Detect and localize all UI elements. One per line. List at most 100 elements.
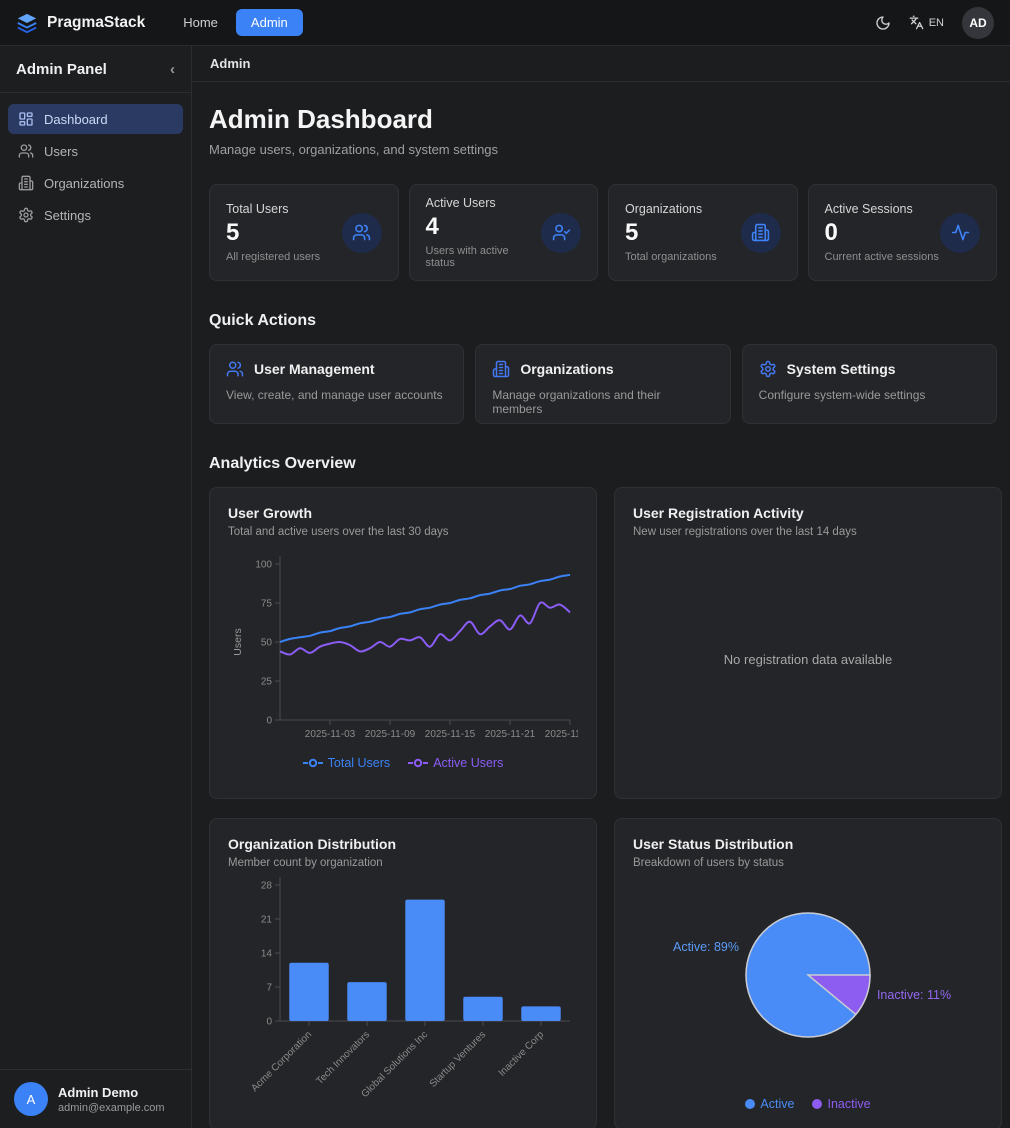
sidebar-item-label: Users bbox=[44, 143, 78, 159]
chart-subtitle: New user registrations over the last 14 … bbox=[633, 526, 857, 538]
quick-action-user-management[interactable]: User Management View, create, and manage… bbox=[209, 344, 465, 424]
page-subtitle: Manage users, organizations, and system … bbox=[209, 142, 499, 157]
activity-icon bbox=[940, 212, 980, 253]
stats-row: Total Users 5 All registered users Activ… bbox=[209, 184, 997, 281]
sidebar-collapse-button[interactable]: ‹ bbox=[170, 61, 175, 78]
stat-card-organizations: Organizations 5 Total organizations bbox=[608, 184, 798, 281]
chart-card-organization-distribution: Organization Distribution Member count b… bbox=[209, 818, 597, 1128]
building-icon bbox=[740, 212, 781, 253]
stat-label: Organizations bbox=[625, 202, 703, 217]
pie-callout-inactive: Inactive: 11% bbox=[877, 988, 951, 1002]
stat-description: Total organizations bbox=[625, 250, 717, 263]
legend-label: Active Users bbox=[433, 755, 504, 770]
quick-action-title: User Management bbox=[254, 361, 375, 377]
sidebar-item-users[interactable]: Users bbox=[8, 136, 183, 166]
brand-name: PragmaStack bbox=[47, 13, 146, 31]
dark-mode-toggle[interactable] bbox=[875, 15, 891, 31]
sidebar-item-label: Dashboard bbox=[44, 111, 108, 127]
nav-links: Home Admin bbox=[173, 9, 303, 36]
legend-line-icon bbox=[408, 758, 429, 767]
chart-title: Organization Distribution bbox=[228, 836, 396, 852]
sidebar-item-organizations[interactable]: Organizations bbox=[8, 168, 183, 198]
language-selector[interactable]: EN bbox=[909, 15, 944, 30]
pie-slice-inactive bbox=[805, 973, 871, 1016]
bar bbox=[405, 899, 445, 1021]
svg-text:Acme Corporation: Acme Corporation bbox=[249, 1029, 314, 1094]
sidebar-item-settings[interactable]: Settings bbox=[8, 200, 183, 230]
svg-text:0: 0 bbox=[266, 1017, 272, 1028]
svg-text:Users: Users bbox=[232, 628, 244, 655]
user-check-icon bbox=[541, 212, 581, 253]
stat-description: Current active sessions bbox=[824, 250, 939, 263]
legend-item[interactable]: Active Users bbox=[408, 756, 503, 770]
line-chart-legend: Total Users Active Users bbox=[302, 756, 503, 770]
svg-text:21: 21 bbox=[261, 915, 273, 926]
sidebar-user-avatar: A bbox=[14, 1082, 48, 1116]
main-area: Admin Admin Dashboard Manage users, orga… bbox=[192, 46, 1010, 1128]
translate-icon bbox=[909, 15, 924, 30]
analytics-heading: Analytics Overview bbox=[209, 455, 356, 472]
stat-value: 5 bbox=[226, 219, 240, 247]
chart-card-registration-activity: User Registration Activity New user regi… bbox=[614, 487, 1002, 799]
moon-icon bbox=[875, 15, 891, 31]
svg-text:0: 0 bbox=[266, 715, 272, 726]
svg-text:Startup Ventures: Startup Ventures bbox=[428, 1029, 488, 1089]
svg-text:Global Solutions Inc: Global Solutions Inc bbox=[359, 1029, 430, 1100]
breadcrumb: Admin bbox=[192, 46, 1010, 82]
stat-card-total-users: Total Users 5 All registered users bbox=[209, 184, 399, 281]
stat-description: All registered users bbox=[226, 250, 321, 263]
nav-link-admin[interactable]: Admin bbox=[235, 9, 303, 36]
top-navbar: PragmaStack Home Admin EN AD bbox=[0, 0, 1010, 46]
bar bbox=[347, 982, 387, 1021]
quick-action-system-settings[interactable]: System Settings Configure system-wide se… bbox=[741, 344, 997, 424]
stat-label: Total Users bbox=[226, 202, 289, 217]
svg-text:2025-11-15: 2025-11-15 bbox=[425, 729, 476, 740]
pie-chart-svg: Active: 89% Inactive: 11% bbox=[673, 911, 951, 1038]
chart-title: User Registration Activity bbox=[633, 505, 804, 521]
dashboard-icon bbox=[18, 111, 34, 127]
charts-grid: User Growth Total and active users over … bbox=[209, 487, 1002, 1128]
stat-card-active-users: Active Users 4 Users with active status bbox=[408, 184, 598, 281]
user-avatar[interactable]: AD bbox=[962, 6, 994, 39]
pie-chart-legend: Active Inactive bbox=[745, 1096, 871, 1111]
legend-item[interactable]: Inactive bbox=[812, 1096, 871, 1111]
quick-action-organizations[interactable]: Organizations Manage organizations and t… bbox=[475, 344, 731, 424]
svg-text:2025-11-09: 2025-11-09 bbox=[365, 729, 416, 740]
line-series-total-users bbox=[279, 573, 571, 643]
svg-text:28: 28 bbox=[261, 881, 273, 892]
legend-dot-icon bbox=[812, 1098, 823, 1109]
brand[interactable]: PragmaStack bbox=[16, 12, 145, 34]
empty-state-text: No registration data available bbox=[723, 652, 893, 667]
stat-value: 5 bbox=[625, 219, 639, 247]
legend-item[interactable]: Total Users bbox=[302, 756, 390, 770]
admin-sidebar: Admin Panel ‹ Dashboard Users Organiza bbox=[0, 46, 192, 1128]
svg-text:25: 25 bbox=[261, 676, 273, 687]
quick-action-description: Configure system-wide settings bbox=[758, 388, 926, 402]
gear-icon bbox=[759, 360, 777, 378]
sidebar-user-card[interactable]: A Admin Demo admin@example.com bbox=[0, 1069, 191, 1128]
legend-label: Active bbox=[760, 1096, 795, 1111]
svg-text:100: 100 bbox=[255, 559, 272, 570]
breadcrumb-item-admin[interactable]: Admin bbox=[210, 56, 251, 71]
building-icon bbox=[492, 360, 510, 378]
chart-title: User Status Distribution bbox=[633, 836, 794, 852]
legend-dot-icon bbox=[745, 1098, 756, 1109]
language-label: EN bbox=[928, 16, 944, 29]
users-icon bbox=[226, 360, 244, 378]
quick-action-title: System Settings bbox=[786, 361, 896, 377]
svg-text:14: 14 bbox=[261, 949, 273, 960]
quick-action-title: Organizations bbox=[520, 361, 614, 377]
users-icon bbox=[18, 143, 34, 159]
nav-link-home[interactable]: Home bbox=[183, 15, 218, 30]
sidebar-item-dashboard[interactable]: Dashboard bbox=[8, 104, 183, 134]
legend-item[interactable]: Active bbox=[745, 1097, 794, 1111]
building-icon bbox=[18, 175, 34, 191]
gear-icon bbox=[18, 207, 34, 223]
users-icon bbox=[341, 212, 382, 253]
sidebar-nav: Dashboard Users Organizations Settings bbox=[0, 93, 191, 241]
layers-logo-icon bbox=[16, 12, 38, 34]
legend-label: Inactive bbox=[827, 1096, 871, 1111]
bar bbox=[463, 996, 503, 1021]
pie-callout-active: Active: 89% bbox=[673, 940, 739, 954]
chart-subtitle: Member count by organization bbox=[228, 857, 383, 869]
